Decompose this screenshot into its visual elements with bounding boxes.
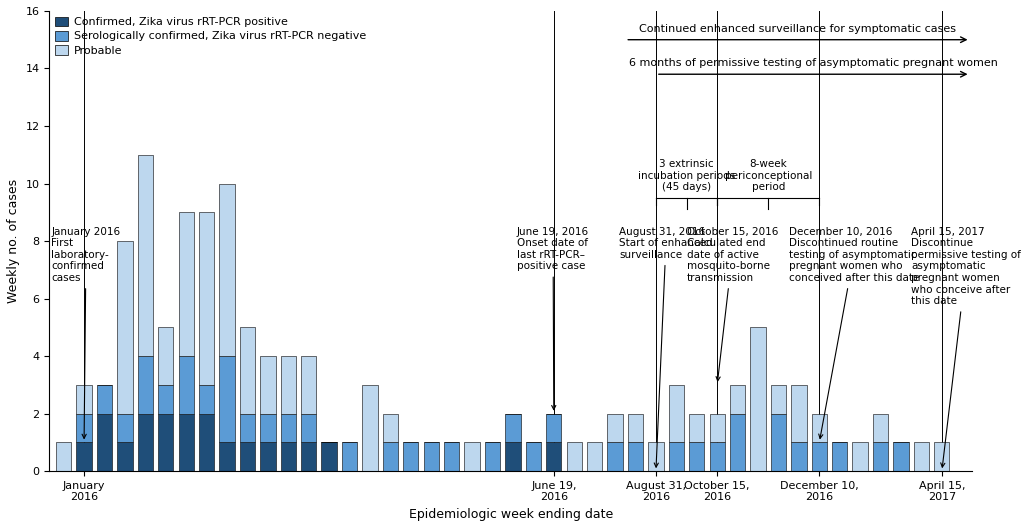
Bar xyxy=(342,442,357,471)
Text: December 10, 2016
Discontinued routine
testing of asymptomatic
pregnant women wh: December 10, 2016 Discontinued routine t… xyxy=(788,227,919,438)
Bar xyxy=(934,442,950,471)
Bar xyxy=(628,442,643,471)
Bar xyxy=(567,442,582,471)
Bar xyxy=(607,413,623,442)
Bar xyxy=(138,356,153,413)
Bar xyxy=(363,385,378,471)
Bar xyxy=(893,442,909,471)
Text: 6 months of permissive testing of asymptomatic pregnant women: 6 months of permissive testing of asympt… xyxy=(629,59,998,69)
Bar xyxy=(178,356,194,413)
Text: 8-week
periconceptional
period: 8-week periconceptional period xyxy=(724,159,812,192)
Bar xyxy=(239,442,255,471)
Bar xyxy=(832,442,847,471)
Bar xyxy=(260,356,276,413)
Bar xyxy=(281,356,296,413)
Bar xyxy=(117,442,133,471)
Bar xyxy=(730,385,745,413)
Text: 3 extrinsic
incubation periods
(45 days): 3 extrinsic incubation periods (45 days) xyxy=(638,159,736,192)
Bar xyxy=(301,442,316,471)
Bar xyxy=(301,413,316,442)
Bar xyxy=(199,212,214,385)
Bar xyxy=(750,327,766,471)
Bar xyxy=(382,413,398,442)
Bar xyxy=(689,442,704,471)
Bar xyxy=(220,184,235,356)
Legend: Confirmed, Zika virus rRT-PCR positive, Serologically confirmed, Zika virus rRT-: Confirmed, Zika virus rRT-PCR positive, … xyxy=(55,16,366,55)
Bar xyxy=(77,385,92,413)
Bar xyxy=(771,385,786,413)
Bar xyxy=(301,356,316,413)
Bar xyxy=(506,442,521,471)
Bar xyxy=(403,442,419,471)
Bar xyxy=(77,442,92,471)
Bar xyxy=(587,442,602,471)
Bar xyxy=(382,442,398,471)
Text: October 15, 2016
Calculated end
date of active
mosquito-borne
transmission: October 15, 2016 Calculated end date of … xyxy=(687,227,778,381)
Bar xyxy=(138,413,153,471)
Text: Continued enhanced surveillance for symptomatic cases: Continued enhanced surveillance for symp… xyxy=(639,24,956,34)
Bar xyxy=(853,442,868,471)
Bar xyxy=(220,356,235,442)
Bar xyxy=(199,385,214,413)
Bar xyxy=(485,442,500,471)
Text: April 15, 2017
Discontinue
permissive testing of
asymptomatic
pregnant women
who: April 15, 2017 Discontinue permissive te… xyxy=(912,227,1021,467)
Bar xyxy=(321,442,337,471)
Bar xyxy=(56,442,71,471)
X-axis label: Epidemiologic week ending date: Epidemiologic week ending date xyxy=(409,508,613,521)
Bar xyxy=(239,413,255,442)
Text: June 19, 2016
Onset date of
last rRT-PCR–
positive case: June 19, 2016 Onset date of last rRT-PCR… xyxy=(517,227,589,410)
Bar xyxy=(525,442,541,471)
Bar xyxy=(668,385,684,442)
Bar xyxy=(649,442,664,471)
Bar xyxy=(873,442,888,471)
Bar xyxy=(281,413,296,442)
Bar xyxy=(96,413,112,471)
Bar xyxy=(730,413,745,471)
Bar xyxy=(546,413,562,442)
Bar xyxy=(444,442,459,471)
Text: August 31, 2016
Start of enhanced
surveillance: August 31, 2016 Start of enhanced survei… xyxy=(620,227,713,467)
Bar xyxy=(239,327,255,413)
Bar xyxy=(220,442,235,471)
Bar xyxy=(914,442,929,471)
Bar xyxy=(792,442,807,471)
Bar xyxy=(96,385,112,413)
Bar xyxy=(607,442,623,471)
Bar xyxy=(689,413,704,442)
Bar xyxy=(159,327,173,385)
Bar xyxy=(199,413,214,471)
Bar xyxy=(159,413,173,471)
Bar xyxy=(873,413,888,442)
Bar xyxy=(506,413,521,442)
Bar xyxy=(792,385,807,442)
Text: January 2016
First
laboratory-
confirmed
cases: January 2016 First laboratory- confirmed… xyxy=(52,227,120,438)
Bar xyxy=(178,212,194,356)
Bar xyxy=(464,442,480,471)
Y-axis label: Weekly no. of cases: Weekly no. of cases xyxy=(7,179,20,303)
Bar xyxy=(159,385,173,413)
Bar xyxy=(424,442,439,471)
Bar xyxy=(117,413,133,442)
Bar xyxy=(628,413,643,442)
Bar xyxy=(710,442,725,471)
Bar xyxy=(811,442,827,471)
Bar xyxy=(117,241,133,413)
Bar xyxy=(771,413,786,471)
Bar xyxy=(138,155,153,356)
Bar xyxy=(178,413,194,471)
Bar xyxy=(710,413,725,442)
Bar xyxy=(546,442,562,471)
Bar xyxy=(668,442,684,471)
Bar xyxy=(281,442,296,471)
Bar xyxy=(260,442,276,471)
Bar xyxy=(260,413,276,442)
Bar xyxy=(811,413,827,442)
Bar xyxy=(77,413,92,442)
